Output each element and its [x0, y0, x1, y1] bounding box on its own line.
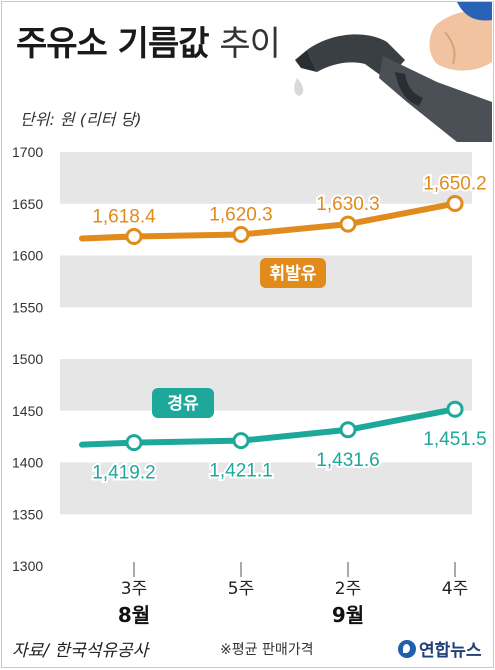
- y-tick-label: 1300: [12, 558, 43, 574]
- fuel-nozzle-icon: [294, 2, 492, 142]
- data-label: 1,630.3: [316, 194, 379, 215]
- note-label: ※평균 판매가격: [220, 642, 314, 658]
- grid-band: [60, 152, 472, 204]
- x-tick-label: 4주: [442, 579, 468, 599]
- data-point: [339, 421, 357, 439]
- x-group-label: 9월: [332, 603, 364, 627]
- y-axis: 1700 1650 1600 1550 1500 1450 1400 1350 1300: [12, 144, 43, 574]
- title-light: 추이: [219, 24, 281, 64]
- y-tick-label: 1350: [12, 506, 43, 522]
- background-bands: [60, 152, 472, 515]
- data-label: 1,431.6: [316, 450, 379, 471]
- chart-title: 주유소 기름값 추이: [16, 16, 281, 65]
- data-label: 1,419.2: [92, 463, 155, 484]
- series-name: 경유: [167, 394, 199, 414]
- logo-text: 연합뉴스: [419, 641, 482, 661]
- series-name: 휘발유: [270, 263, 317, 284]
- data-label: 1,650.2: [423, 174, 486, 195]
- source-label: 자료/ 한국석유공사: [12, 641, 149, 661]
- y-tick-label: 1450: [12, 403, 43, 419]
- data-point: [446, 195, 464, 213]
- data-point: [125, 227, 143, 245]
- data-point: [446, 400, 464, 418]
- logo-icon: [398, 639, 416, 658]
- y-tick-label: 1650: [12, 196, 43, 212]
- data-label: 1,618.4: [92, 206, 156, 227]
- unit-label: 단위: 원 (리터 당): [20, 110, 142, 129]
- data-point: [125, 434, 143, 452]
- title-bold: 주유소 기름값: [16, 24, 210, 64]
- y-tick-label: 1550: [12, 299, 43, 315]
- x-tick-label: 5주: [228, 579, 254, 599]
- data-label: 1,620.3: [209, 204, 272, 225]
- y-tick-label: 1500: [12, 351, 43, 367]
- x-axis: 3주 5주 2주 4주 8월 9월: [118, 579, 468, 627]
- logo: 연합뉴스: [398, 636, 482, 661]
- data-label: 1,451.5: [423, 429, 486, 450]
- data-point: [232, 225, 250, 243]
- series-badge: [260, 258, 326, 288]
- data-label: 1,421.1: [209, 461, 272, 482]
- x-tick-label: 2주: [335, 579, 361, 599]
- y-tick-label: 1600: [12, 248, 43, 264]
- y-tick-label: 1400: [12, 455, 43, 471]
- y-tick-label: 1700: [12, 144, 43, 160]
- x-group-label: 8월: [118, 603, 150, 627]
- line-chart: 1700 1650 1600 1550 1500 1450 1400 1350 1300 1,6…: [12, 144, 489, 627]
- x-tick-label: 3주: [121, 579, 147, 599]
- grid-band: [60, 462, 472, 515]
- data-point: [232, 432, 250, 450]
- data-point: [339, 215, 357, 233]
- series-badge: [152, 388, 214, 418]
- series-group: 1,618.4 1,620.3 1,630.3 1,650.2 1,419.2 1,421…: [79, 172, 489, 486]
- grid-band: [60, 359, 472, 411]
- x-gridlines: [133, 562, 456, 577]
